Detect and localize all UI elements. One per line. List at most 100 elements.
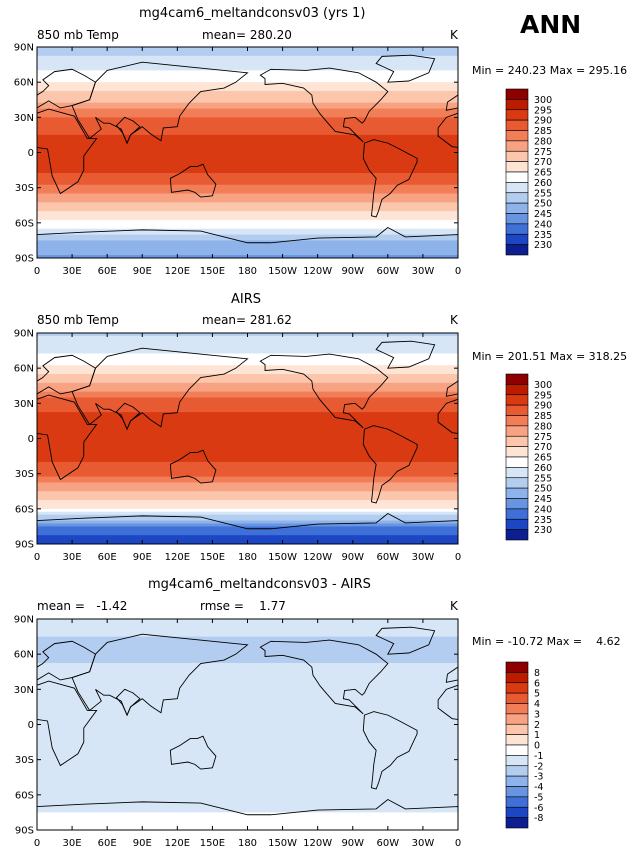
heatmap-band — [37, 648, 458, 652]
heatmap-band — [37, 624, 458, 629]
colorbar-label: 255 — [534, 188, 552, 199]
heatmap-band — [37, 698, 458, 702]
heatmap-band — [37, 126, 458, 130]
heatmap-band — [37, 61, 458, 66]
panel-1-minmax: Min = 240.23 Max = 295.16 — [472, 64, 628, 77]
heatmap-band — [37, 824, 458, 828]
heatmap-band — [37, 362, 458, 366]
heatmap-band — [37, 222, 458, 227]
heatmap-band — [37, 745, 458, 749]
coastline-africa — [37, 680, 98, 767]
heatmap-band — [37, 155, 458, 159]
heatmap-band — [37, 93, 458, 98]
lat-tick-label: 30N — [14, 685, 34, 696]
lon-tick-label: 60E — [98, 552, 117, 563]
heatmap-band — [37, 739, 458, 743]
heatmap-band — [37, 365, 458, 369]
heatmap-band — [37, 709, 458, 714]
lon-tick-label: 60E — [98, 838, 117, 849]
heatmap-band — [37, 529, 458, 533]
lon-tick-label: 120E — [165, 266, 190, 277]
heatmap-band — [37, 674, 458, 679]
heatmap-band — [37, 423, 458, 428]
heatmap-band — [37, 99, 458, 104]
heatmap-band — [37, 768, 458, 772]
lat-tick-label: 60S — [15, 218, 34, 229]
heatmap-band — [37, 535, 458, 539]
heatmap-band — [37, 783, 458, 787]
colorbar-label: 5 — [534, 689, 540, 700]
heatmap-band — [37, 129, 458, 133]
heatmap-band — [37, 759, 458, 764]
heatmap-band — [37, 742, 458, 746]
colorbar-swatch — [505, 394, 529, 406]
panel-2-minmax: Min = 201.51 Max = 318.25 — [472, 350, 628, 363]
colorbar-label: -3 — [534, 772, 543, 783]
heatmap-band — [37, 627, 458, 632]
heatmap-band — [37, 730, 458, 734]
heatmap-band — [37, 703, 458, 708]
heatmap-band — [37, 88, 458, 92]
heatmap-band — [37, 149, 458, 154]
lon-tick-label: 30E — [63, 552, 82, 563]
heatmap-band — [37, 237, 458, 242]
heatmap-band — [37, 800, 458, 805]
colorbar-label: -1 — [534, 751, 543, 762]
heatmap-band — [37, 252, 458, 256]
lon-tick-label: 120W — [303, 552, 332, 563]
heatmap-band — [37, 450, 458, 454]
coastline-australia — [169, 449, 217, 484]
colorbar-label: 6 — [534, 678, 540, 689]
colorbar-swatch — [505, 467, 529, 479]
colorbar-label: 260 — [534, 463, 552, 474]
heatmap-band — [37, 727, 458, 731]
lon-tick-label: 120E — [165, 552, 190, 563]
colorbar-swatch — [505, 487, 529, 499]
heatmap-band — [37, 665, 458, 670]
heatmap-band — [37, 803, 458, 808]
heatmap-band — [37, 341, 458, 346]
colorbar-swatch — [505, 373, 529, 385]
coastline-north_america — [259, 353, 389, 429]
heatmap-band — [37, 642, 458, 646]
heatmap-band — [37, 415, 458, 419]
heatmap-band — [37, 400, 458, 404]
heatmap-band — [37, 806, 458, 811]
coastline-india — [115, 116, 141, 145]
coastline-asia — [71, 633, 249, 717]
colorbar-label: -8 — [534, 813, 543, 824]
colorbar-label: 280 — [534, 136, 552, 147]
heatmap-band — [37, 211, 458, 215]
colorbar-swatch — [505, 456, 529, 468]
heatmap-band — [37, 797, 458, 802]
panel-1-units: K — [450, 28, 458, 42]
heatmap-band — [37, 371, 458, 375]
heatmap-band — [37, 780, 458, 784]
heatmap-band — [37, 350, 458, 355]
heatmap-band — [37, 409, 458, 413]
heatmap-band — [37, 111, 458, 116]
colorbar-swatch — [505, 498, 529, 510]
heatmap-band — [37, 692, 458, 696]
heatmap-band — [37, 815, 458, 819]
heatmap-band — [37, 706, 458, 711]
colorbar-label: 265 — [534, 453, 552, 464]
heatmap-band — [37, 76, 458, 80]
coastline-asia — [71, 347, 249, 431]
heatmap-band — [37, 517, 458, 522]
heatmap-band — [37, 385, 458, 390]
colorbar-swatch — [505, 161, 529, 173]
lon-tick-label: 30E — [63, 838, 82, 849]
lat-tick-label: 90N — [14, 43, 34, 54]
heatmap-band — [37, 85, 458, 89]
heatmap-band — [37, 412, 458, 416]
colorbar-swatch — [505, 244, 529, 256]
heatmap-band — [37, 347, 458, 352]
coastline-india — [115, 688, 141, 717]
colorbar-swatch — [505, 119, 529, 131]
heatmap-band — [37, 724, 458, 729]
heatmap-band — [37, 368, 458, 372]
lat-tick-label: 60N — [14, 650, 34, 661]
heatmap-band — [37, 397, 458, 402]
